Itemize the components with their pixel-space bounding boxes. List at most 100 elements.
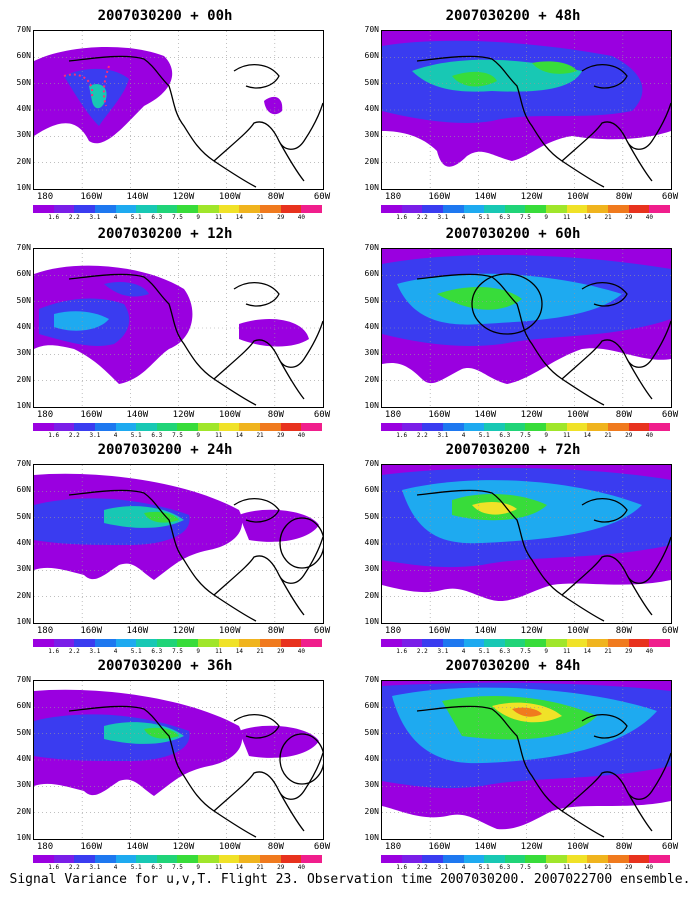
colorbar-swatch [136,855,157,863]
lon-tick-label: 60W [313,410,331,420]
lat-tick-label: 40N [364,322,379,331]
panel-36h: 2007030200 + 36h 70N 60N 50N 40N 30N 20N 10N 18… [5,658,331,871]
variance-field [382,31,671,189]
panel-title: 2007030200 + 72h [445,442,581,458]
colorbar [33,205,322,213]
colorbar-label: 11 [215,432,223,439]
map-area [381,248,672,408]
colorbar-labels: 1.6 2.2 3.1 4 5.1 6.3 7.5 9 11 14 21 29 40 [381,214,670,222]
colorbar-label: 14 [583,648,592,655]
lat-tick-label: 30N [16,130,31,140]
colorbar-label: 6.3 [499,432,511,439]
lon-tick-label: 140W [126,410,149,420]
colorbar-swatch [381,639,402,647]
colorbar-label: 40 [297,432,305,439]
lat-tick-label: 20N [16,590,31,600]
panel-60h: 2007030200 + 60h 70N 60N 50N 40N 30N 20N 10N 18… [353,226,679,439]
colorbar-label: 4 [113,864,118,871]
colorbar-label: 14 [235,864,244,871]
colorbar-label: 7.5 [172,214,183,221]
colorbar-label: 6.3 [151,648,163,655]
colorbar-label: 11 [215,648,223,655]
colorbar-swatch [442,639,464,647]
lat-tick-label: 40N [364,754,379,763]
colorbar-swatch [401,205,423,213]
colorbar-swatch [280,855,302,863]
colorbar-swatch [280,639,302,647]
lon-tick-label: 80W [615,410,632,420]
colorbar-swatch [177,639,199,647]
lon-tick-label: 80W [267,410,284,420]
lon-tick-label: 100W [218,842,241,852]
lon-tick-label: 100W [218,192,241,202]
colorbar-label: 1.6 [48,648,60,655]
colorbar-label: 29 [277,648,285,655]
colorbar-swatch [401,639,423,647]
colorbar-label: 2.2 [68,432,80,439]
variance-contour [89,84,107,109]
colorbar-swatch [33,639,54,647]
colorbar [381,639,670,647]
lat-tick-label: 60N [16,485,31,495]
colorbar-swatch [239,423,261,431]
flight-track [63,65,110,107]
lon-tick-label: 60W [661,842,679,852]
colorbar-swatch [136,639,157,647]
colorbar-label: 4 [113,648,118,655]
colorbar-label: 3.1 [437,432,449,439]
colorbar-label: 9 [544,432,548,439]
colorbar-swatch [239,639,261,647]
map-area [33,30,324,190]
colorbar-label: 2.2 [416,432,428,439]
lon-tick-label: 180 [36,842,54,852]
colorbar-swatch [115,423,137,431]
lon-tick-label: 140W [126,842,149,852]
colorbar-label: 29 [277,432,285,439]
colorbar-label: 6.3 [151,864,163,871]
lat-tick-label: 50N [16,727,31,737]
colorbar-swatch [442,205,464,213]
colorbar-label: 11 [215,864,223,871]
lat-tick-label: 70N [364,675,379,684]
lat-tick-label: 50N [364,727,379,737]
colorbar-label: 40 [297,648,305,655]
lon-tick-label: 120W [520,626,543,636]
colorbar-label: 21 [256,432,264,439]
lon-tick-label: 160W [80,842,102,852]
coastline [416,489,671,622]
colorbar-label: 2.2 [416,864,428,871]
colorbar-label: 29 [625,648,633,655]
colorbar-swatch [260,639,281,647]
lat-tick-label: 20N [16,374,31,384]
colorbar-swatch [381,855,402,863]
lon-tick-label: 140W [474,410,497,420]
colorbar-swatch [156,205,178,213]
lat-tick-label: 60N [364,701,379,711]
lon-tick-label: 120W [172,842,195,852]
colorbar-swatch [260,205,281,213]
lon-tick-label: 60W [661,626,679,636]
panel-12h: 2007030200 + 12h 70N 60N 50N 40N 30N 20N 10N 18… [5,226,331,439]
colorbar-label: 21 [604,864,612,871]
lat-tick-label: 70N [16,25,31,34]
colorbar-swatch [401,855,423,863]
colorbar-label: 7.5 [520,648,531,655]
colorbar-swatch [628,423,650,431]
coastline [416,705,671,838]
lat-tick-label: 10N [16,183,31,192]
colorbar-swatch [504,855,526,863]
colorbar-swatch [239,205,261,213]
colorbar-swatch [422,855,443,863]
lat-tick-label: 30N [364,130,379,140]
colorbar-swatch [546,639,567,647]
colorbar-swatch [525,423,547,431]
colorbar-swatch [280,423,302,431]
colorbar-swatch [260,423,281,431]
panel-title: 2007030200 + 84h [445,658,581,674]
colorbar-swatch [649,855,670,863]
lat-tick-label: 30N [16,348,31,358]
colorbar-label: 11 [563,648,571,655]
colorbar-label: 21 [604,214,612,221]
lon-tick-label: 100W [218,410,241,420]
colorbar-swatch [628,639,650,647]
